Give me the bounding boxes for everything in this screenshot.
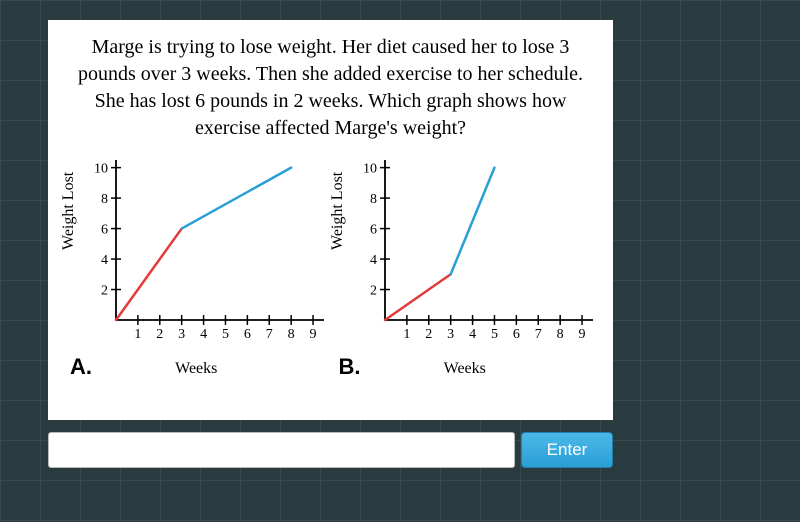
svg-text:8: 8 <box>101 192 108 207</box>
svg-text:7: 7 <box>266 327 273 342</box>
chart-a-xlabel: Weeks <box>64 360 329 378</box>
chart-b[interactable]: Weight Lost 246810123456789 Weeks B. <box>333 150 598 380</box>
svg-text:8: 8 <box>556 327 563 342</box>
svg-text:3: 3 <box>178 327 185 342</box>
svg-text:4: 4 <box>200 327 207 342</box>
svg-text:5: 5 <box>222 327 229 342</box>
svg-text:6: 6 <box>512 327 519 342</box>
svg-text:1: 1 <box>403 327 410 342</box>
svg-text:8: 8 <box>370 192 377 207</box>
question-text: Marge is trying to lose weight. Her diet… <box>64 34 597 142</box>
option-a-label: A. <box>70 354 92 380</box>
svg-text:6: 6 <box>244 327 251 342</box>
svg-text:6: 6 <box>370 223 377 238</box>
svg-text:3: 3 <box>447 327 454 342</box>
svg-text:10: 10 <box>94 162 108 177</box>
svg-text:4: 4 <box>101 253 108 268</box>
chart-a-svg: 246810123456789 <box>64 150 330 360</box>
svg-text:8: 8 <box>288 327 295 342</box>
svg-text:2: 2 <box>370 284 377 299</box>
option-b-label: B. <box>339 354 361 380</box>
answer-bar: Enter <box>48 432 613 468</box>
svg-text:2: 2 <box>101 284 108 299</box>
answer-input[interactable] <box>48 432 515 468</box>
chart-a[interactable]: Weight Lost 246810123456789 Weeks A. <box>64 150 329 380</box>
svg-text:9: 9 <box>578 327 585 342</box>
charts-row: Weight Lost 246810123456789 Weeks A. Wei… <box>64 150 597 380</box>
svg-text:2: 2 <box>156 327 163 342</box>
chart-b-svg: 246810123456789 <box>333 150 599 360</box>
svg-text:4: 4 <box>370 253 377 268</box>
svg-text:9: 9 <box>310 327 317 342</box>
svg-text:6: 6 <box>101 223 108 238</box>
enter-button[interactable]: Enter <box>521 432 613 468</box>
question-card: Marge is trying to lose weight. Her diet… <box>48 20 613 420</box>
svg-text:5: 5 <box>490 327 497 342</box>
svg-text:10: 10 <box>363 162 377 177</box>
svg-text:7: 7 <box>534 327 541 342</box>
chart-b-xlabel: Weeks <box>333 360 598 378</box>
svg-text:1: 1 <box>134 327 141 342</box>
svg-text:2: 2 <box>425 327 432 342</box>
svg-text:4: 4 <box>469 327 476 342</box>
